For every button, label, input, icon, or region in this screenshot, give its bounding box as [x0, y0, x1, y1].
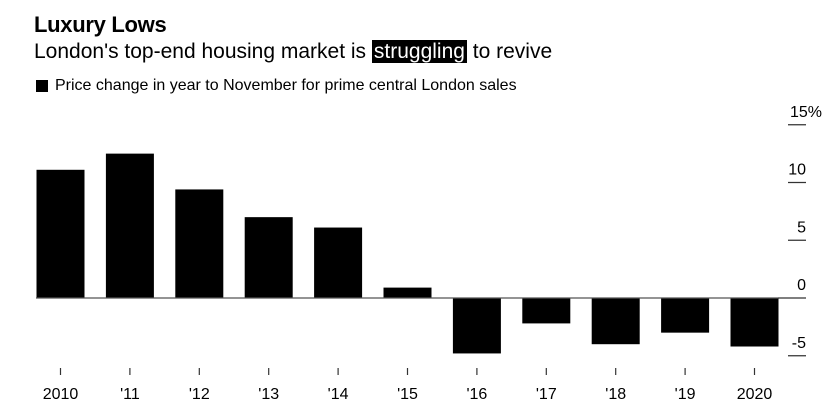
x-tick-label: '11: [120, 386, 140, 403]
bar: [36, 169, 85, 298]
y-tick-label: 15%: [790, 104, 822, 121]
legend-label: Price change in year to November for pri…: [55, 77, 517, 94]
x-tick-label: '12: [189, 386, 210, 403]
bar: [730, 298, 779, 347]
x-tick-label: 2010: [43, 386, 79, 403]
chart-subtitle: London's top-end housing market is strug…: [34, 40, 552, 64]
subtitle-part: to revive: [466, 40, 553, 63]
chart-title: Luxury Lows: [34, 12, 167, 37]
x-tick-label: '18: [605, 386, 626, 403]
x-tick-label: '14: [328, 386, 349, 403]
subtitle-highlight: struggling: [371, 40, 467, 63]
legend-swatch: [36, 80, 48, 92]
x-tick-label: '17: [536, 386, 557, 403]
bar: [591, 298, 640, 345]
x-tick-label: '13: [258, 386, 279, 403]
bar: [522, 298, 571, 324]
x-tick-label: '16: [466, 386, 487, 403]
bar: [105, 153, 154, 298]
y-tick-label: 5: [797, 219, 806, 236]
bar: [244, 217, 293, 298]
y-tick-label: -5: [792, 335, 806, 352]
x-tick-label: '15: [397, 386, 418, 403]
x-tick-label: '19: [675, 386, 696, 403]
bar: [452, 298, 501, 354]
bar: [661, 298, 710, 333]
y-tick-label: 0: [797, 277, 806, 294]
subtitle-part: London's top-end housing market is: [34, 40, 372, 63]
bar: [383, 287, 432, 298]
x-tick-label: 2020: [737, 386, 773, 403]
legend: Price change in year to November for pri…: [36, 77, 517, 95]
y-tick-label: 10: [788, 162, 806, 179]
bar: [175, 189, 224, 298]
bar: [314, 227, 363, 298]
